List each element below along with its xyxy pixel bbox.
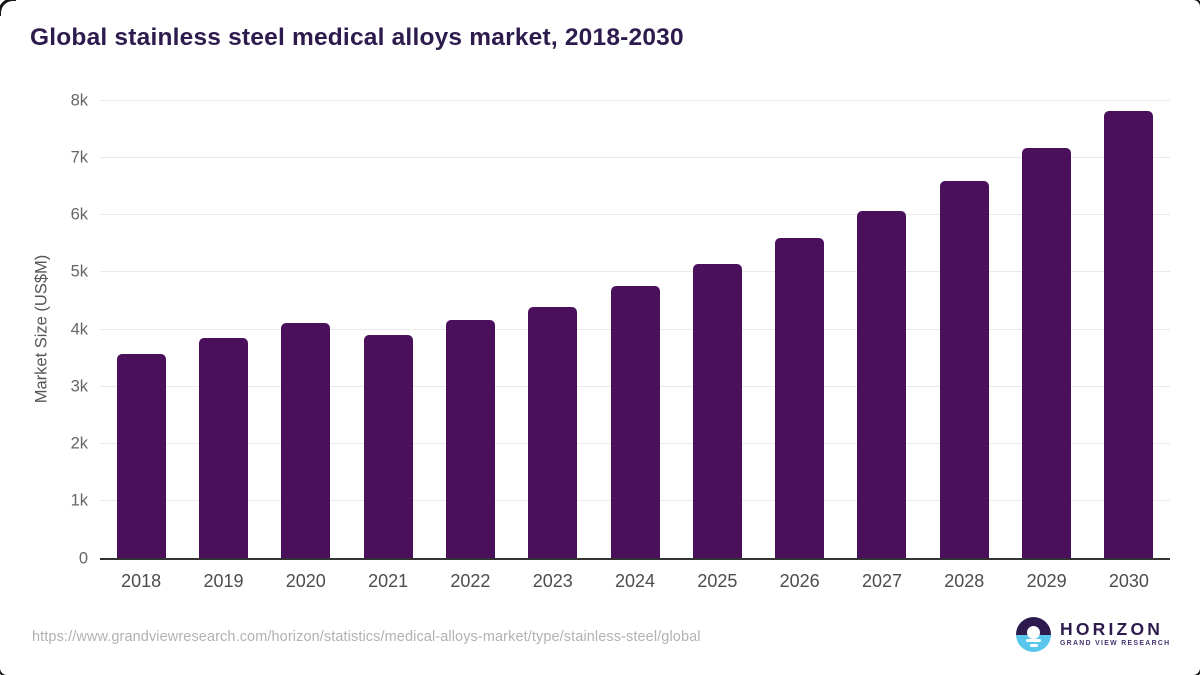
bar-2022[interactable] <box>445 319 495 558</box>
icon-sea-half <box>1016 634 1051 652</box>
bar-slot-2018 <box>100 100 182 558</box>
x-tick-label-2019: 2019 <box>203 571 244 591</box>
y-tick-label-6k: 6k <box>70 205 88 224</box>
horizon-logo: HORIZON GRAND VIEW RESEARCH <box>1016 617 1170 652</box>
bar-slot-2026 <box>759 100 841 558</box>
plot-area <box>100 99 1170 560</box>
x-tick-label-2020: 2020 <box>285 571 326 591</box>
card-corner-bottom-right <box>1192 667 1200 675</box>
icon-ripple-line <box>1029 644 1038 647</box>
y-tick-label-2k: 2k <box>70 434 88 453</box>
bar-2027[interactable] <box>857 211 907 558</box>
logo-wordmark: HORIZON <box>1060 618 1164 639</box>
gridline-5k <box>100 271 1170 273</box>
horizon-sunset-icon <box>1016 617 1051 652</box>
bar-2030[interactable] <box>1104 111 1154 558</box>
bar-slot-2029 <box>1005 100 1087 558</box>
bar-2024[interactable] <box>610 286 660 558</box>
bar-slot-2020 <box>265 100 347 558</box>
x-tick-label-2029: 2029 <box>1026 571 1067 591</box>
bar-2019[interactable] <box>198 338 248 558</box>
y-axis-ticks: 0 1k 2k 3k 4k 5k 6k 7k 8k <box>0 92 88 566</box>
bar-slot-2024 <box>594 100 676 558</box>
y-tick-label-0: 0 <box>78 548 88 567</box>
bar-2021[interactable] <box>363 334 413 558</box>
x-tick-label-2023: 2023 <box>532 571 573 591</box>
gridline-6k <box>100 214 1170 215</box>
bar-2018[interactable] <box>116 353 166 558</box>
x-tick-label-2028: 2028 <box>944 571 985 591</box>
x-tick-label-2021: 2021 <box>368 571 409 591</box>
icon-ripple-line <box>1026 639 1041 642</box>
chart-title: Global stainless steel medical alloys ma… <box>30 24 684 51</box>
bars-container <box>100 100 1170 558</box>
logo-tagline: GRAND VIEW RESEARCH <box>1060 640 1171 648</box>
y-tick-label-8k: 8k <box>70 90 88 109</box>
x-tick-label-2022: 2022 <box>450 571 491 591</box>
bar-2025[interactable] <box>692 264 742 558</box>
x-tick-label-2030: 2030 <box>1108 571 1149 591</box>
y-tick-label-5k: 5k <box>70 262 88 281</box>
bar-2026[interactable] <box>775 237 825 558</box>
card-corner-top-right <box>1192 0 1200 8</box>
x-tick-label-2027: 2027 <box>861 571 902 591</box>
x-tick-label-2026: 2026 <box>779 571 820 591</box>
bar-2028[interactable] <box>939 181 989 558</box>
icon-sky-half <box>1016 617 1051 635</box>
bar-slot-2025 <box>676 100 758 558</box>
y-tick-label-1k: 1k <box>70 491 88 510</box>
source-url: https://www.grandviewresearch.com/horizo… <box>32 629 701 645</box>
x-tick-label-2018: 2018 <box>121 571 162 591</box>
bar-slot-2022 <box>429 100 511 558</box>
bar-slot-2027 <box>841 100 923 558</box>
y-tick-label-3k: 3k <box>70 377 88 395</box>
bar-2029[interactable] <box>1022 147 1072 558</box>
bar-2020[interactable] <box>281 322 331 558</box>
x-axis-ticks: 2018 2019 2020 2021 2022 2023 2024 2025 2026 2027… <box>100 571 1170 592</box>
icon-sun-dot <box>1027 626 1040 639</box>
x-tick-label-2024: 2024 <box>615 571 656 591</box>
x-tick-label-2025: 2025 <box>697 571 738 591</box>
bar-slot-2028 <box>923 100 1005 558</box>
bar-slot-2019 <box>182 100 264 558</box>
card-corner-bottom-left <box>0 667 8 675</box>
bar-slot-2021 <box>347 100 429 558</box>
bar-2023[interactable] <box>528 306 578 558</box>
card-corner-top-left <box>0 0 16 16</box>
logo-text: HORIZON GRAND VIEW RESEARCH <box>1060 618 1171 648</box>
y-tick-label-4k: 4k <box>70 319 88 338</box>
bar-slot-2023 <box>512 100 594 558</box>
gridline-7k <box>100 156 1170 158</box>
gridline-8k <box>100 99 1170 101</box>
bar-slot-2030 <box>1088 100 1170 558</box>
y-tick-label-7k: 7k <box>70 148 88 166</box>
